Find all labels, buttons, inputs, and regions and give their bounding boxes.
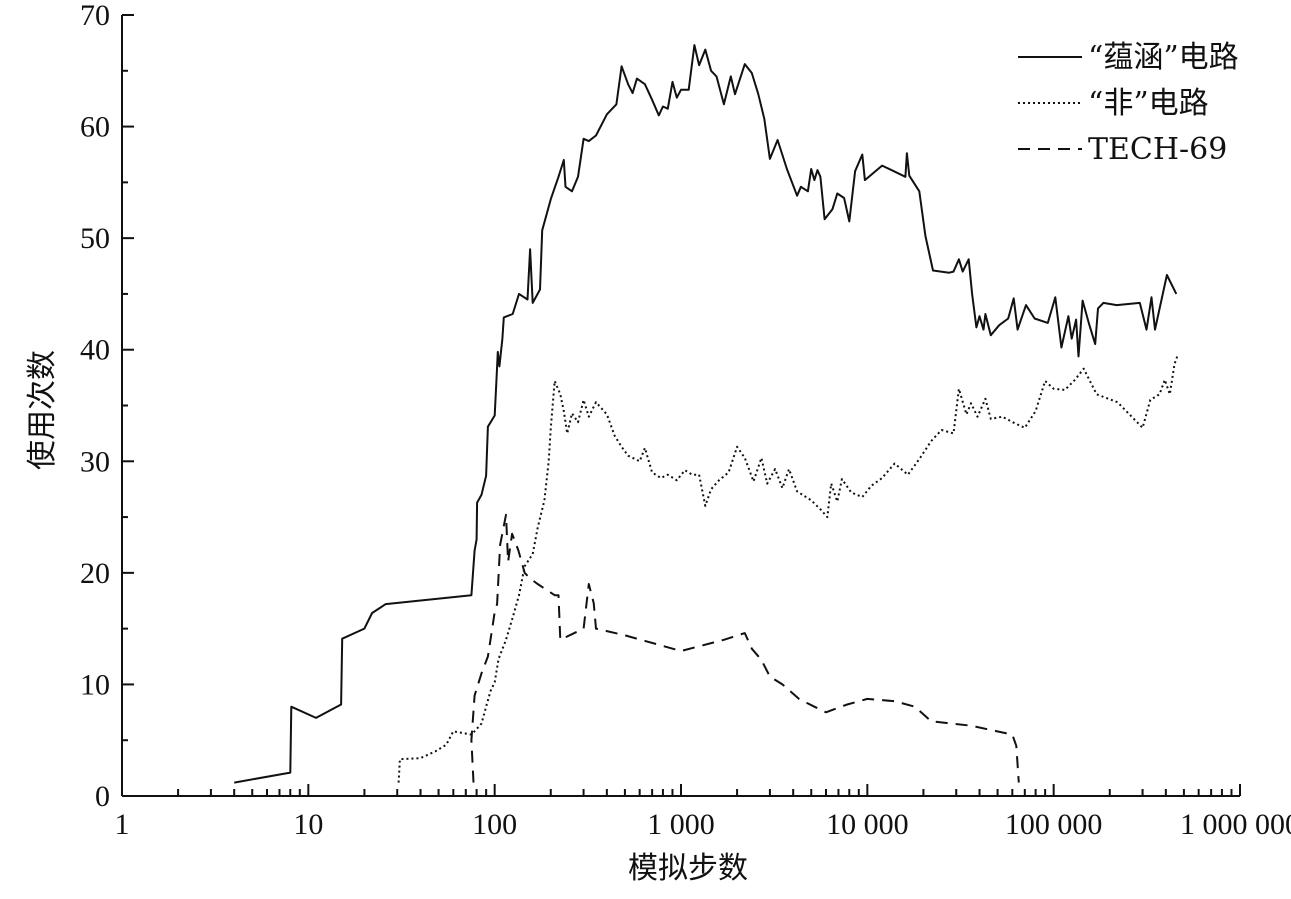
x-tick-label: 1 [115, 808, 130, 841]
y-tick-label: 60 [80, 111, 110, 144]
series-layer [234, 44, 1179, 784]
axis-titles: 模拟步数 使用次数 [25, 350, 748, 886]
x-tick-label: 100 000 [1005, 808, 1103, 841]
y-tick-label: 10 [80, 668, 110, 701]
y-tick-label: 40 [80, 334, 110, 367]
legend-label-1: “非”电路 [1088, 86, 1209, 121]
x-tick-label: 1 000 000 [1180, 808, 1291, 841]
y-tick-label: 30 [80, 445, 110, 478]
axes [121, 15, 1240, 797]
y-axis-title: 使用次数 [25, 350, 60, 470]
y-tick-label: 0 [95, 780, 110, 813]
series-line-2 [470, 513, 1020, 783]
x-tick-label: 1 000 [647, 808, 715, 841]
x-axis-title: 模拟步数 [628, 851, 748, 886]
series-line-0 [234, 44, 1178, 784]
y-tick-label: 70 [80, 0, 110, 32]
y-tick-label: 20 [80, 557, 110, 590]
x-tick-label: 100 [472, 808, 517, 841]
legend-label-0: “蕴涵”电路 [1088, 40, 1239, 75]
legend-label-2: TECH-69 [1088, 132, 1227, 167]
x-tick-label: 10 000 [826, 808, 909, 841]
legend: “蕴涵”电路 “非”电路 TECH-69 [1018, 40, 1239, 167]
series-line-1 [397, 356, 1179, 783]
y-tick-label: 50 [80, 222, 110, 255]
x-tick-label: 10 [293, 808, 323, 841]
ticks: 1 10 100 1 000 10 000 100 000 1 000 000 0 10 20 30… [80, 0, 1291, 841]
